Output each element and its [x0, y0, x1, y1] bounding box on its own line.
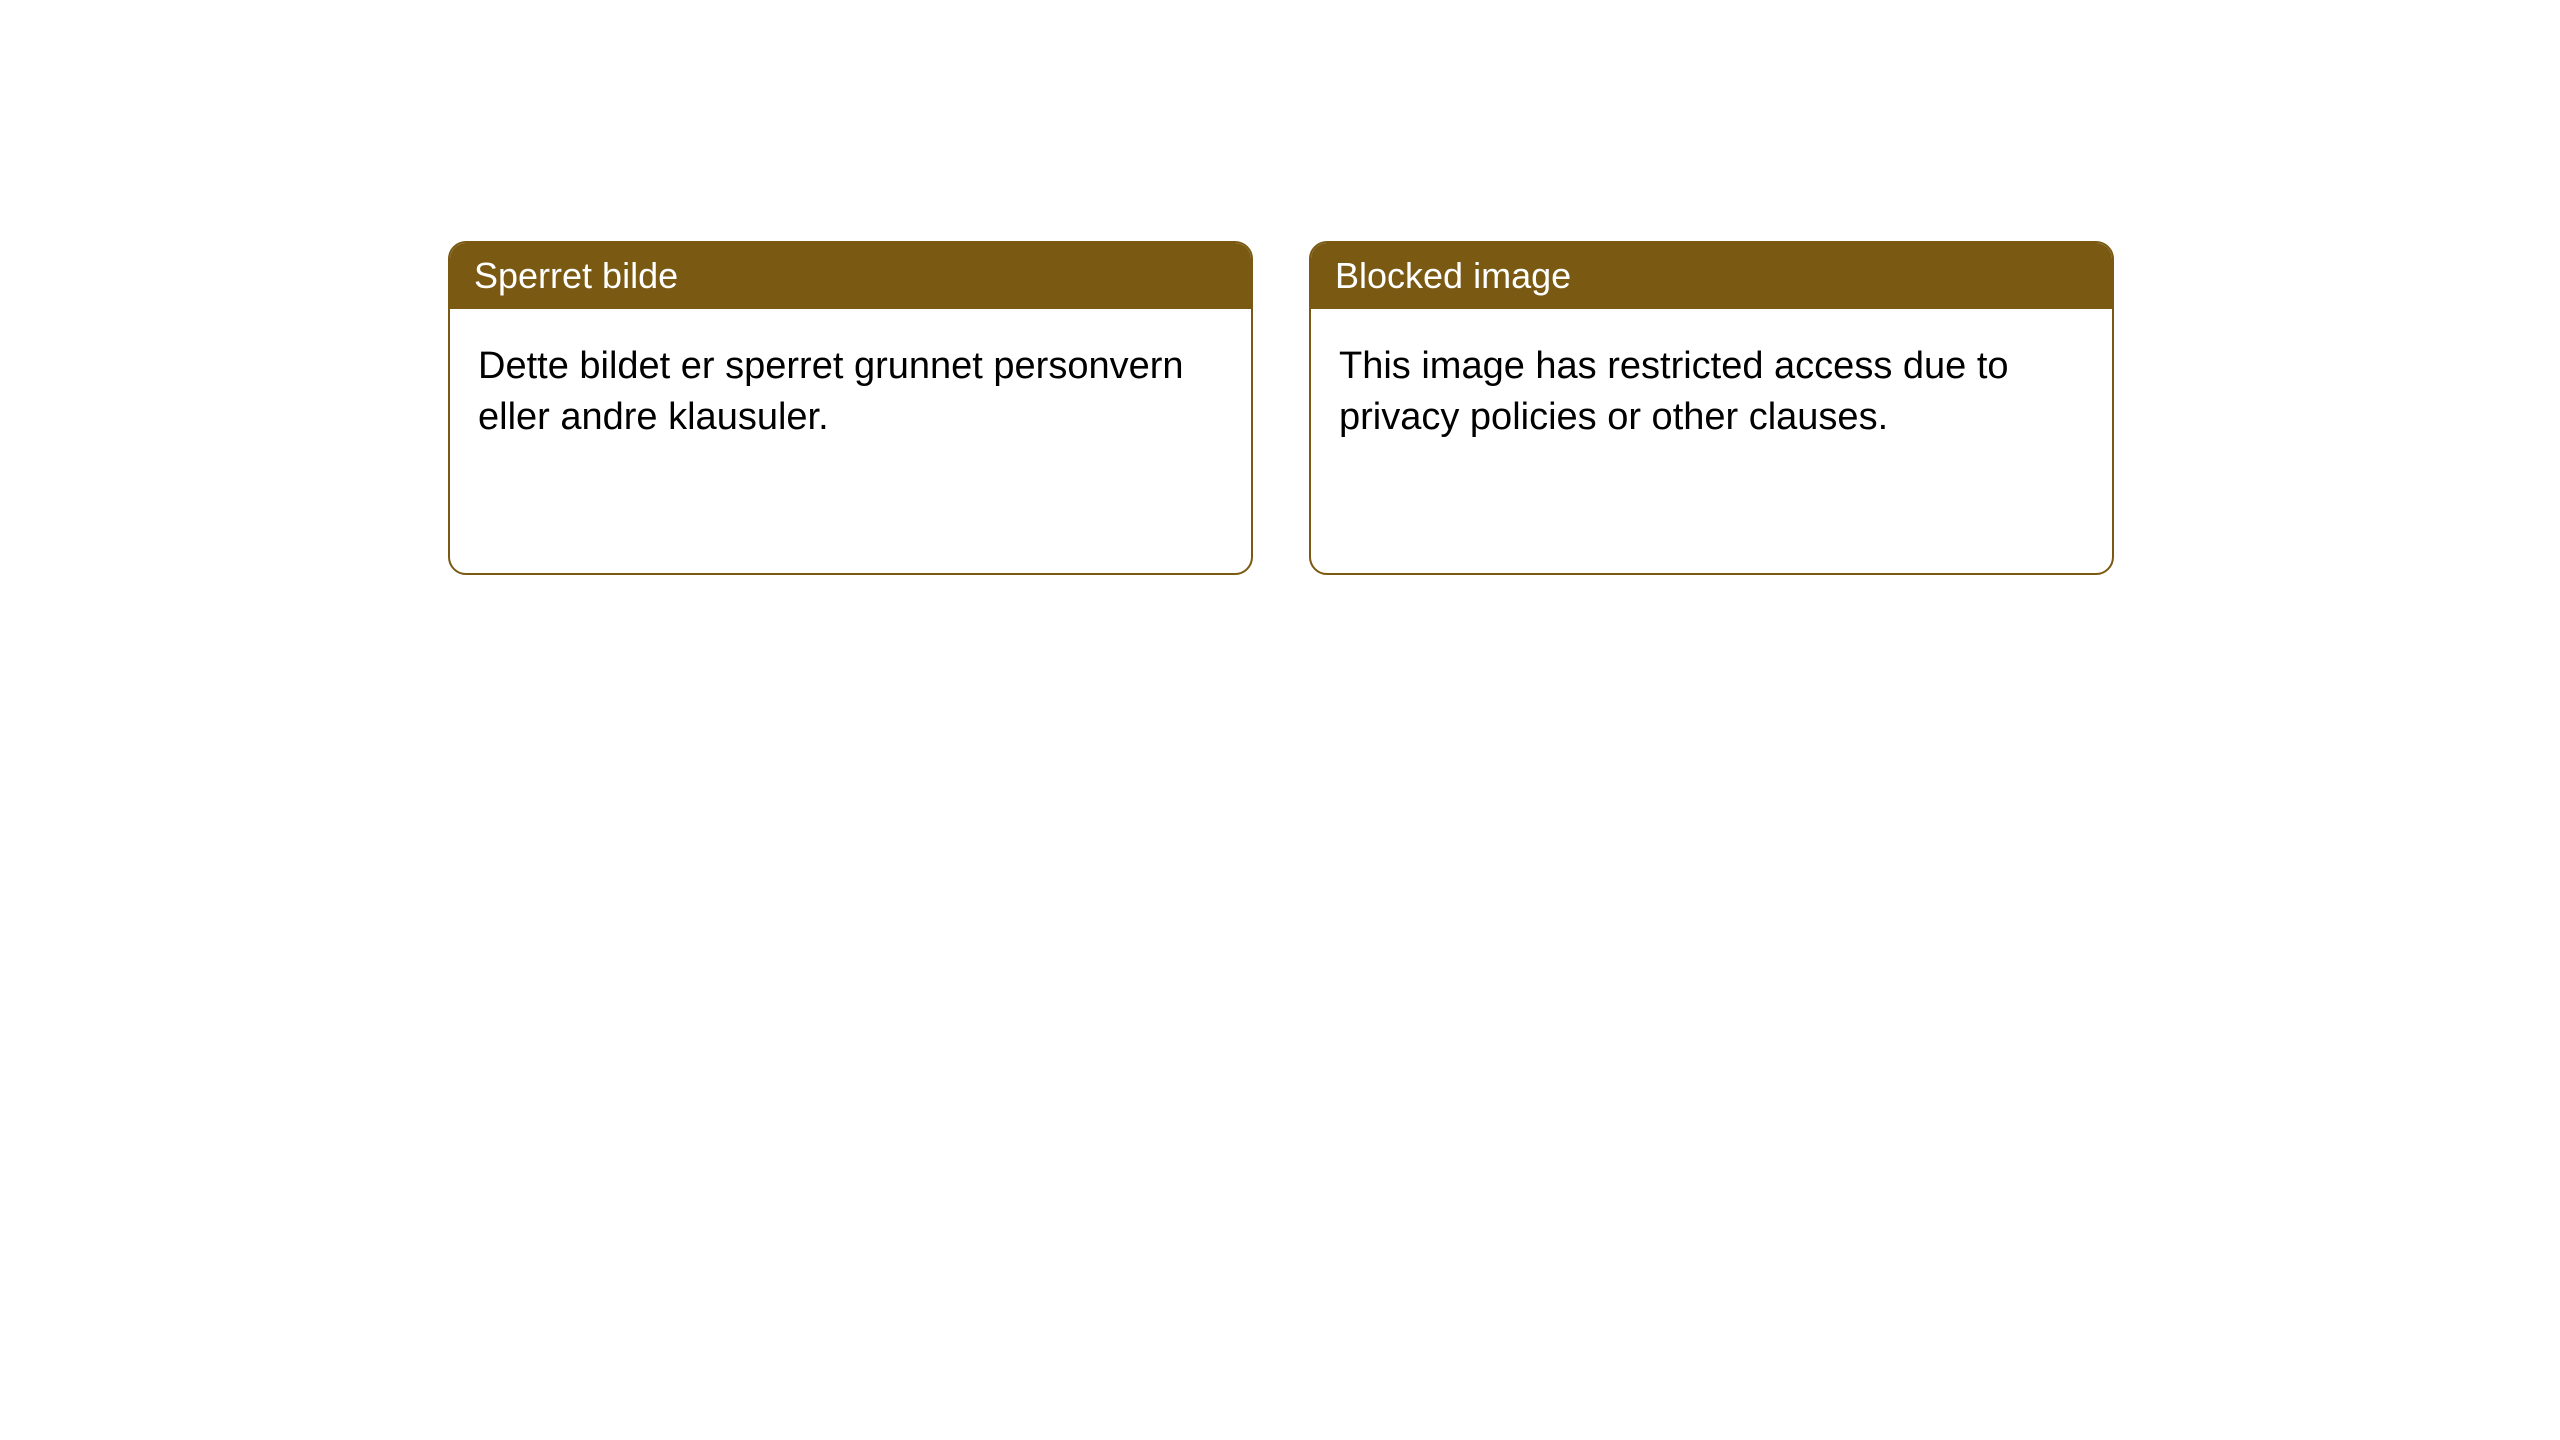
notice-title-norwegian: Sperret bilde — [450, 243, 1251, 309]
notice-card-norwegian: Sperret bilde Dette bildet er sperret gr… — [448, 241, 1253, 575]
notice-body-norwegian: Dette bildet er sperret grunnet personve… — [450, 309, 1251, 476]
notice-container: Sperret bilde Dette bildet er sperret gr… — [0, 0, 2560, 575]
notice-title-english: Blocked image — [1311, 243, 2112, 309]
notice-card-english: Blocked image This image has restricted … — [1309, 241, 2114, 575]
notice-body-english: This image has restricted access due to … — [1311, 309, 2112, 476]
